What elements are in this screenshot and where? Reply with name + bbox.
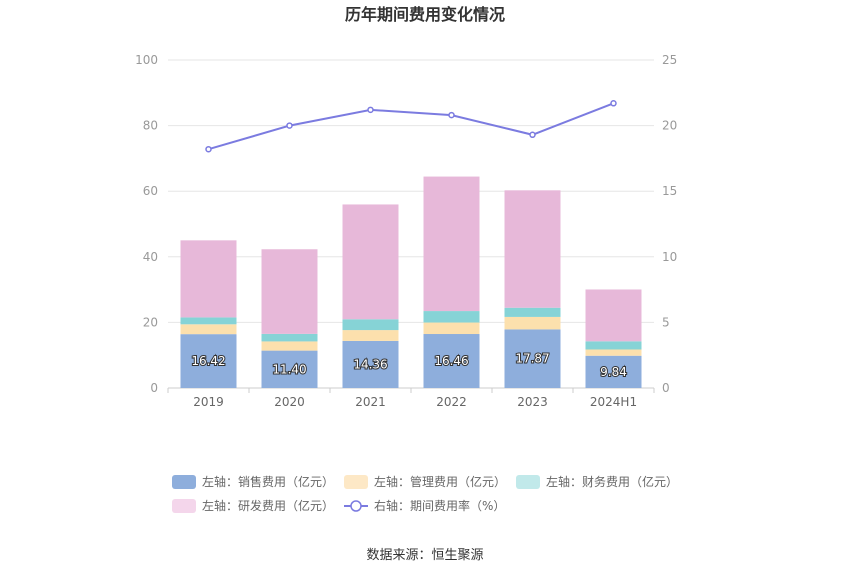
bar-value-label: 16.42 [191,354,225,368]
bar-value-label: 14.36 [353,357,387,371]
legend-label: 左轴：管理费用（亿元） [374,474,506,489]
bar-value-label: 17.87 [515,352,549,366]
bar-segment [342,340,399,388]
x-tick-label: 2022 [436,395,467,409]
legend-label: 左轴：研发费用（亿元） [202,498,334,513]
bar-segment [504,307,561,317]
grid [168,59,654,389]
x-tick-label: 2023 [517,395,548,409]
bar-segment [423,311,480,323]
rate-point [529,131,536,139]
left-tick-label: 40 [143,250,158,264]
legend-label: 左轴：财务费用（亿元） [546,474,678,489]
bar-segment [180,334,237,388]
x-tick-label: 2020 [274,395,305,409]
bar-segment [342,319,399,331]
legend: 左轴：销售费用（亿元） 左轴：管理费用（亿元） 左轴：财务费用（亿元） 左轴：研发费用… [172,474,678,513]
bar-segment [261,341,318,351]
bar-segment [342,204,399,320]
bar-segment [504,316,561,330]
legend-label: 左轴：销售费用（亿元） [202,474,334,489]
chart-title: 历年期间费用变化情况 [345,5,505,24]
bar-segment [261,249,318,334]
right-tick-label: 10 [662,250,677,264]
bar-segment [504,329,561,388]
bar-segment [180,324,237,335]
legend-swatch [172,499,196,513]
rate-point [286,122,293,129]
legend-point-swatch [350,500,362,512]
x-axis-ticks: 2019 2020 2021 2022 2023 2024H1 [167,388,655,409]
left-tick-label: 80 [143,119,158,133]
right-tick-label: 25 [662,53,677,67]
legend-swatch [344,475,368,489]
rate-line [205,100,617,153]
bar-segment [342,330,399,341]
bar-segment [585,355,642,388]
legend-swatch [516,475,540,489]
right-tick-label: 20 [662,119,677,133]
rate-line-path [208,102,614,151]
legend-label: 右轴：期间费用率（%） [374,498,505,513]
x-tick-label: 2024H1 [590,395,637,409]
rate-point [610,100,617,107]
bar-segment [585,289,642,342]
bar-value-label: 9.84 [600,365,627,379]
bar-segment [180,317,237,325]
bar-labels: 16.42 11.40 14.36 16.46 17.87 9.84 [190,351,628,380]
bar-segment [261,350,318,388]
right-axis-ticks: 0 5 10 15 20 25 [662,53,677,395]
bar-value-label: 16.46 [434,354,468,368]
bar-segment [180,240,237,318]
legend-swatch [172,475,196,489]
bar-segment [423,334,480,388]
bar-value-label: 11.40 [272,362,306,376]
right-tick-label: 0 [662,381,670,395]
left-tick-label: 100 [135,53,158,67]
left-tick-label: 0 [150,381,158,395]
bar-segment [423,322,480,335]
right-tick-label: 5 [662,315,670,329]
left-tick-label: 20 [143,315,158,329]
rate-point [448,111,455,119]
right-tick-label: 15 [662,184,677,198]
x-tick-label: 2021 [355,395,386,409]
rate-point [205,145,212,153]
left-axis-ticks: 0 20 40 60 80 100 [135,53,158,395]
left-tick-label: 60 [143,184,158,198]
bar-segment [261,333,318,342]
rate-point [367,106,374,114]
bar-segment [504,190,561,308]
bar-segment [585,341,642,350]
bars [180,176,642,388]
bar-segment [423,176,480,312]
source-note: 数据来源：恒生聚源 [366,548,483,563]
x-tick-label: 2019 [193,395,224,409]
bar-segment [585,349,642,356]
